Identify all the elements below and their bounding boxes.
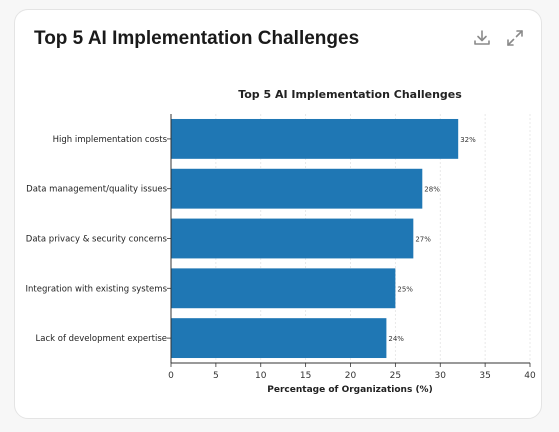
category-label: Data management/quality issues <box>26 185 167 195</box>
chart-title: Top 5 AI Implementation Challenges <box>238 88 462 101</box>
expand-icon[interactable] <box>504 27 526 49</box>
x-tick-label: 0 <box>168 371 174 381</box>
bar <box>171 118 459 159</box>
category-label: Integration with existing systems <box>25 284 167 294</box>
bar <box>171 268 396 309</box>
bar-value-label: 27% <box>415 236 431 244</box>
x-tick-label: 10 <box>255 371 267 381</box>
bar-value-label: 24% <box>388 335 404 343</box>
x-tick-label: 30 <box>435 371 447 381</box>
card-title: Top 5 AI Implementation Challenges <box>34 28 360 49</box>
bar-value-label: 28% <box>424 186 440 194</box>
category-label: Data privacy & security concerns <box>26 235 168 245</box>
download-icon[interactable] <box>471 27 493 49</box>
bar <box>171 168 423 209</box>
bars: 32% 28% 27% 25% 24% <box>171 118 476 359</box>
bar-value-label: 25% <box>397 285 413 293</box>
bar <box>171 318 387 359</box>
axes: 0 5 10 15 20 25 30 35 40 High implementation cost… <box>25 114 536 381</box>
x-tick-label: 15 <box>300 371 311 381</box>
category-label: Lack of development expertise <box>36 334 168 344</box>
x-tick-label: 35 <box>479 371 490 381</box>
x-tick-label: 20 <box>345 371 357 381</box>
x-tick-label: 40 <box>524 371 536 381</box>
x-tick-label: 5 <box>213 371 219 381</box>
bar <box>171 218 414 259</box>
category-label: High implementation costs <box>53 135 168 145</box>
bar-value-label: 32% <box>460 136 476 144</box>
x-axis-label: Percentage of Organizations (%) <box>267 385 432 395</box>
x-tick-label: 25 <box>390 371 401 381</box>
